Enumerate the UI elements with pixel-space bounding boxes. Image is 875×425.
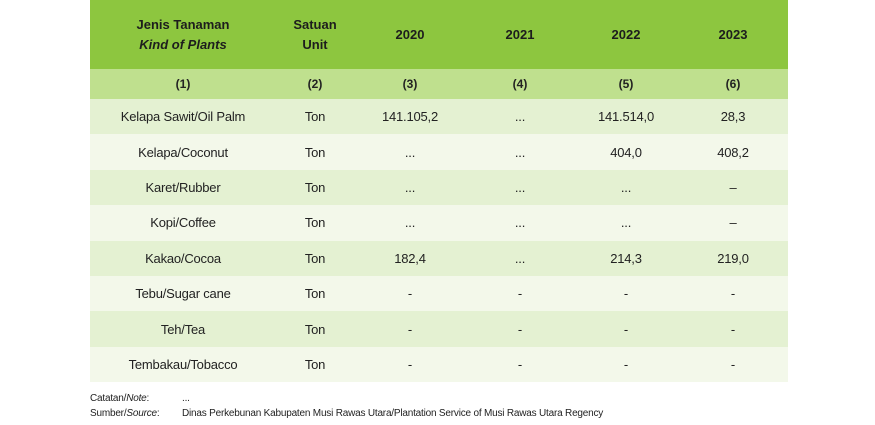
source-line: Sumber/Source: Dinas Perkebunan Kabupate…	[90, 406, 603, 421]
plant-name: Tebu/Sugar cane	[90, 275, 276, 312]
column-number: (4)	[466, 69, 574, 99]
plant-name: Kopi/Coffee	[90, 205, 276, 241]
source-value: Dinas Perkebunan Kabupaten Musi Rawas Ut…	[182, 408, 604, 419]
value-2021: ...	[466, 240, 574, 276]
value-2023: –	[678, 169, 788, 206]
value-2020: ...	[354, 205, 466, 241]
value-2022: 404,0	[574, 134, 678, 170]
unit-cell: Ton	[276, 275, 354, 312]
unit-cell: Ton	[276, 205, 354, 241]
value-2022: -	[574, 275, 678, 312]
table-row: Karet/Rubber Ton ... ... ... –	[90, 169, 788, 206]
value-2020: ...	[354, 169, 466, 206]
header-plant-type-id: Jenis Tanaman	[136, 16, 230, 32]
value-2021: ...	[466, 134, 574, 170]
value-2023: 408,2	[678, 134, 788, 170]
table-row: Teh/Tea Ton - - - -	[90, 311, 788, 347]
header-unit: Satuan Unit	[276, 0, 354, 69]
value-2021: ...	[466, 99, 574, 135]
value-2022: -	[574, 346, 678, 383]
value-2023: -	[678, 311, 788, 347]
value-2020: -	[354, 311, 466, 347]
header-year-2023: 2023	[678, 0, 788, 69]
value-2021: -	[466, 275, 574, 312]
table-notes: Catatan/Note: ... Sumber/Source: Dinas P…	[90, 391, 603, 421]
header-plant-type: Jenis Tanaman Kind of Plants	[90, 0, 276, 69]
note-label-en: Note	[126, 393, 147, 404]
plant-name: Kakao/Cocoa	[90, 240, 276, 276]
source-label: Sumber/Source:	[90, 408, 160, 419]
value-2020: 182,4	[354, 240, 466, 276]
value-2023: -	[678, 346, 788, 383]
value-2023: –	[678, 205, 788, 241]
value-2022: ...	[574, 205, 678, 241]
table-row: Kelapa Sawit/Oil Palm Ton 141.105,2 ... …	[90, 99, 788, 135]
value-2022: ...	[574, 169, 678, 206]
unit-cell: Ton	[276, 169, 354, 206]
header-year-2021: 2021	[466, 0, 574, 69]
unit-cell: Ton	[276, 134, 354, 170]
column-number: (6)	[678, 69, 788, 99]
plant-name: Teh/Tea	[90, 311, 276, 347]
table-header-row: Jenis Tanaman Kind of Plants Satuan Unit…	[90, 0, 788, 69]
note-line: Catatan/Note: ...	[90, 391, 603, 406]
header-year-2022: 2022	[574, 0, 678, 69]
column-number: (5)	[574, 69, 678, 99]
unit-cell: Ton	[276, 346, 354, 383]
header-plant-type-en: Kind of Plants	[139, 36, 227, 52]
unit-cell: Ton	[276, 240, 354, 276]
column-number: (3)	[354, 69, 466, 99]
table-row: Tebu/Sugar cane Ton - - - -	[90, 275, 788, 312]
unit-cell: Ton	[276, 99, 354, 135]
column-number: (1)	[90, 69, 276, 99]
plant-name: Tembakau/Tobacco	[90, 346, 276, 383]
source-label-id: Sumber/	[90, 408, 127, 419]
table-row: Tembakau/Tobacco Ton - - - -	[90, 346, 788, 383]
header-unit-en: Unit	[302, 36, 328, 52]
note-label-id: Catatan/	[90, 393, 127, 404]
header-year-2020: 2020	[354, 0, 466, 69]
note-value: ...	[182, 393, 190, 404]
data-table-container: Jenis Tanaman Kind of Plants Satuan Unit…	[90, 0, 788, 383]
value-2020: -	[354, 275, 466, 312]
value-2021: -	[466, 346, 574, 383]
value-2021: -	[466, 311, 574, 347]
plantation-production-table: Jenis Tanaman Kind of Plants Satuan Unit…	[90, 0, 788, 383]
table-row: Kopi/Coffee Ton ... ... ... –	[90, 205, 788, 241]
plant-name: Kelapa/Coconut	[90, 134, 276, 170]
value-2023: 28,3	[678, 99, 788, 135]
value-2020: -	[354, 346, 466, 383]
value-2023: -	[678, 275, 788, 312]
value-2022: 214,3	[574, 240, 678, 276]
column-number-row: (1) (2) (3) (4) (5) (6)	[90, 69, 788, 99]
value-2021: ...	[466, 169, 574, 206]
table-row: Kelapa/Coconut Ton ... ... 404,0 408,2	[90, 134, 788, 170]
note-label: Catatan/Note:	[90, 393, 150, 404]
value-2020: ...	[354, 134, 466, 170]
plant-name: Karet/Rubber	[90, 169, 276, 206]
column-number: (2)	[276, 69, 354, 99]
table-row: Kakao/Cocoa Ton 182,4 ... 214,3 219,0	[90, 240, 788, 276]
value-2022: -	[574, 311, 678, 347]
value-2021: ...	[466, 205, 574, 241]
value-2023: 219,0	[678, 240, 788, 276]
value-2022: 141.514,0	[574, 99, 678, 135]
unit-cell: Ton	[276, 311, 354, 347]
plant-name: Kelapa Sawit/Oil Palm	[90, 99, 276, 135]
header-unit-id: Satuan	[293, 16, 337, 32]
value-2020: 141.105,2	[354, 99, 466, 135]
source-label-en: Source	[126, 408, 157, 419]
